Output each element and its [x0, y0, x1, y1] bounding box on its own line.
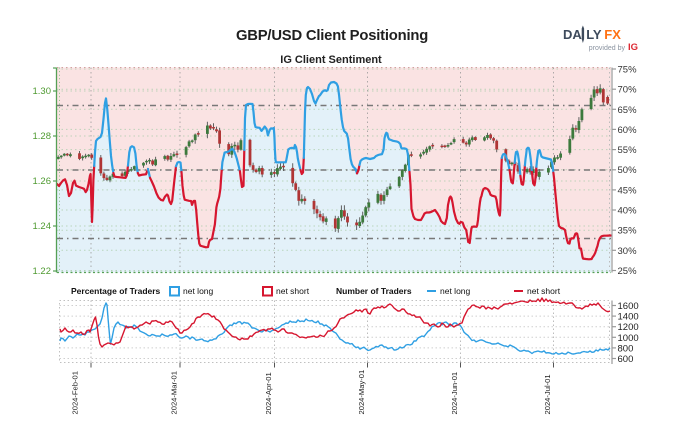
svg-text:Number of Traders: Number of Traders — [336, 286, 412, 296]
svg-text:2024-Mar-01: 2024-Mar-01 — [170, 371, 179, 414]
svg-text:40%: 40% — [618, 206, 638, 217]
svg-text:2024-Jul-01: 2024-Jul-01 — [543, 374, 552, 414]
svg-text:800: 800 — [618, 343, 634, 354]
svg-text:65%: 65% — [618, 105, 638, 116]
svg-text:75%: 75% — [618, 65, 638, 76]
svg-text:net short: net short — [276, 286, 310, 296]
svg-text:DA: DA — [563, 27, 582, 42]
svg-text:1.24: 1.24 — [33, 221, 52, 232]
svg-text:2024-Jun-01: 2024-Jun-01 — [450, 372, 459, 415]
svg-text:600: 600 — [618, 354, 634, 365]
svg-text:1.22: 1.22 — [33, 266, 52, 277]
svg-text:provided by: provided by — [589, 45, 626, 52]
svg-text:net long: net long — [183, 286, 214, 296]
svg-text:45%: 45% — [618, 185, 638, 196]
svg-text:50%: 50% — [618, 165, 638, 176]
svg-text:net long: net long — [440, 286, 471, 296]
svg-text:25%: 25% — [618, 266, 638, 277]
svg-text:1600: 1600 — [618, 301, 639, 312]
svg-text:2024-May-01: 2024-May-01 — [357, 370, 366, 415]
svg-text:1.26: 1.26 — [33, 176, 52, 187]
svg-text:LY: LY — [586, 27, 602, 42]
svg-text:30%: 30% — [618, 246, 638, 257]
svg-text:1000: 1000 — [618, 333, 639, 344]
svg-text:IG Client Sentiment: IG Client Sentiment — [280, 54, 382, 66]
svg-text:Percentage of Traders: Percentage of Traders — [71, 286, 161, 296]
svg-text:GBP/USD Client Positioning: GBP/USD Client Positioning — [236, 28, 428, 44]
svg-text:1.30: 1.30 — [33, 86, 52, 97]
svg-text:1200: 1200 — [618, 322, 639, 333]
svg-text:2024-Feb-01: 2024-Feb-01 — [70, 371, 79, 414]
svg-text:1.28: 1.28 — [33, 131, 52, 142]
svg-text:70%: 70% — [618, 85, 638, 96]
svg-text:60%: 60% — [618, 125, 638, 136]
svg-text:net short: net short — [527, 286, 561, 296]
svg-text:55%: 55% — [618, 145, 638, 156]
svg-text:1400: 1400 — [618, 312, 639, 323]
svg-text:2024-Apr-01: 2024-Apr-01 — [264, 372, 273, 414]
svg-text:IG: IG — [628, 42, 638, 53]
svg-text:35%: 35% — [618, 226, 638, 237]
svg-text:FX: FX — [604, 27, 621, 42]
